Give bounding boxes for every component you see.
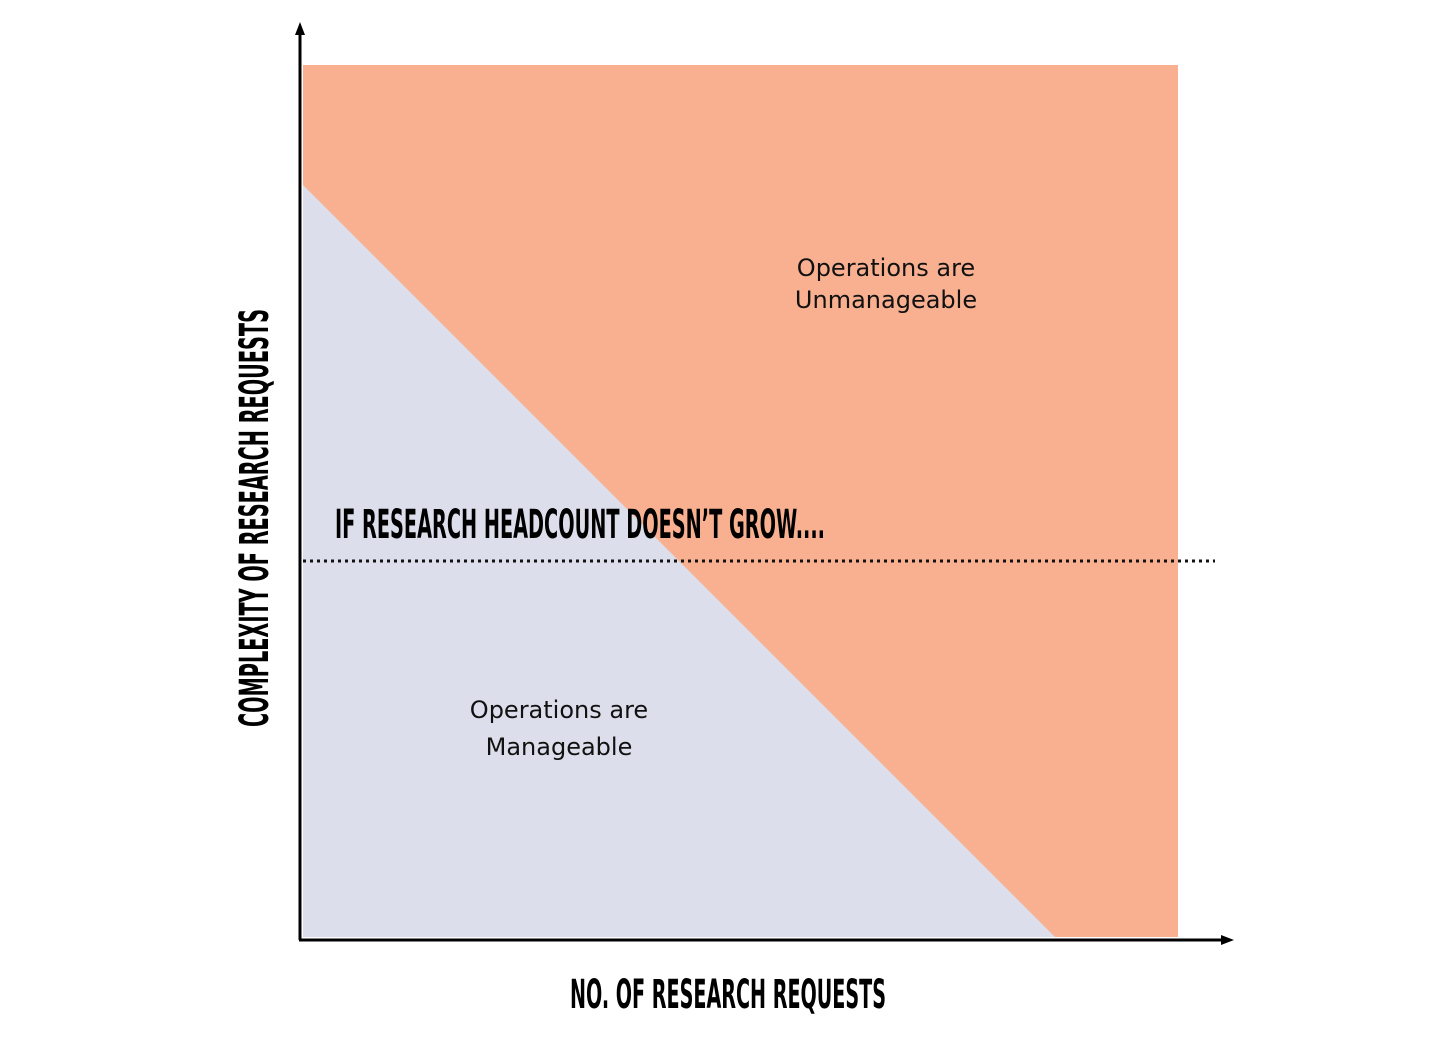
y-axis-label: COMPLEXITY OF RESEARCH REQUESTS [232, 309, 278, 727]
region-label: Operations are [797, 254, 975, 282]
x-axis-label: NO. OF RESEARCH REQUESTS [570, 972, 886, 1018]
manageable-region [303, 185, 1055, 937]
y-axis-arrow [295, 22, 305, 35]
x-axis-arrow [1221, 935, 1234, 945]
region-label: Manageable [486, 733, 633, 761]
region-label: Operations are [470, 696, 648, 724]
annotation: IF RESEARCH HEADCOUNT DOESN’T GROW.... [335, 502, 825, 548]
region-label: Unmanageable [795, 286, 977, 314]
